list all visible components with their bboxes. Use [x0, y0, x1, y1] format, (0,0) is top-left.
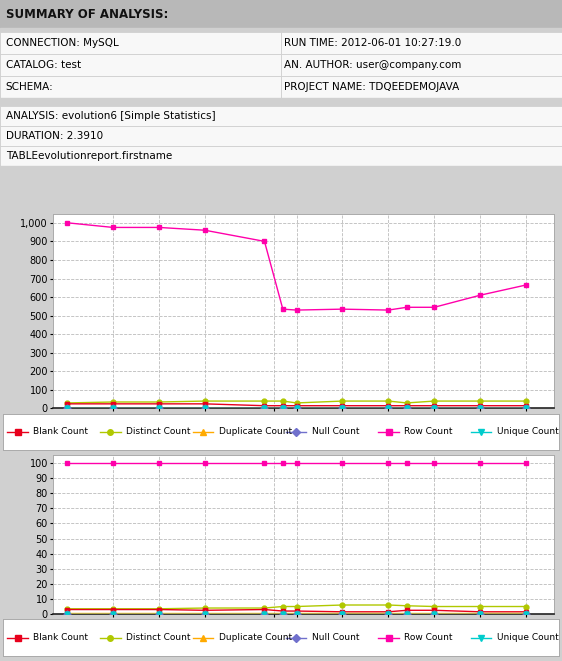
Bar — [0, 28, 562, 32]
Text: Row Count: Row Count — [404, 428, 453, 436]
Text: Blank Count: Blank Count — [33, 633, 88, 642]
Bar — [281, 76, 562, 98]
Bar — [0, 76, 281, 98]
Bar — [0, 126, 562, 146]
Text: Null Count: Null Count — [311, 633, 359, 642]
Bar — [0, 98, 562, 106]
Text: TABLEevolutionreport.firstname: TABLEevolutionreport.firstname — [6, 151, 172, 161]
Text: RUN TIME: 2012-06-01 10:27:19.0: RUN TIME: 2012-06-01 10:27:19.0 — [284, 38, 461, 48]
Bar — [0, 106, 562, 126]
Text: SCHEMA:: SCHEMA: — [6, 82, 53, 92]
Text: Distinct Count: Distinct Count — [126, 428, 191, 436]
Text: Duplicate Count: Duplicate Count — [219, 633, 292, 642]
Text: Null Count: Null Count — [311, 428, 359, 436]
Text: DURATION: 2.3910: DURATION: 2.3910 — [6, 131, 103, 141]
Bar — [0, 54, 281, 76]
Bar — [0, 166, 562, 208]
Text: Unique Count: Unique Count — [497, 428, 559, 436]
Bar — [0, 0, 562, 28]
Text: Duplicate Count: Duplicate Count — [219, 428, 292, 436]
Text: AN. AUTHOR: user@company.com: AN. AUTHOR: user@company.com — [284, 60, 461, 70]
Bar — [0, 32, 281, 54]
Text: Blank Count: Blank Count — [33, 428, 88, 436]
Bar — [281, 32, 562, 54]
Text: Distinct Count: Distinct Count — [126, 633, 191, 642]
Text: CONNECTION: MySQL: CONNECTION: MySQL — [6, 38, 119, 48]
Text: Unique Count: Unique Count — [497, 633, 559, 642]
Text: ANALYSIS: evolution6 [Simple Statistics]: ANALYSIS: evolution6 [Simple Statistics] — [6, 111, 215, 121]
Bar — [281, 54, 562, 76]
Bar — [0, 146, 562, 166]
Text: CATALOG: test: CATALOG: test — [6, 60, 81, 70]
Text: Row Count: Row Count — [404, 633, 453, 642]
Text: SUMMARY OF ANALYSIS:: SUMMARY OF ANALYSIS: — [6, 7, 168, 20]
Text: PROJECT NAME: TDQEEDEMOJAVA: PROJECT NAME: TDQEEDEMOJAVA — [284, 82, 459, 92]
